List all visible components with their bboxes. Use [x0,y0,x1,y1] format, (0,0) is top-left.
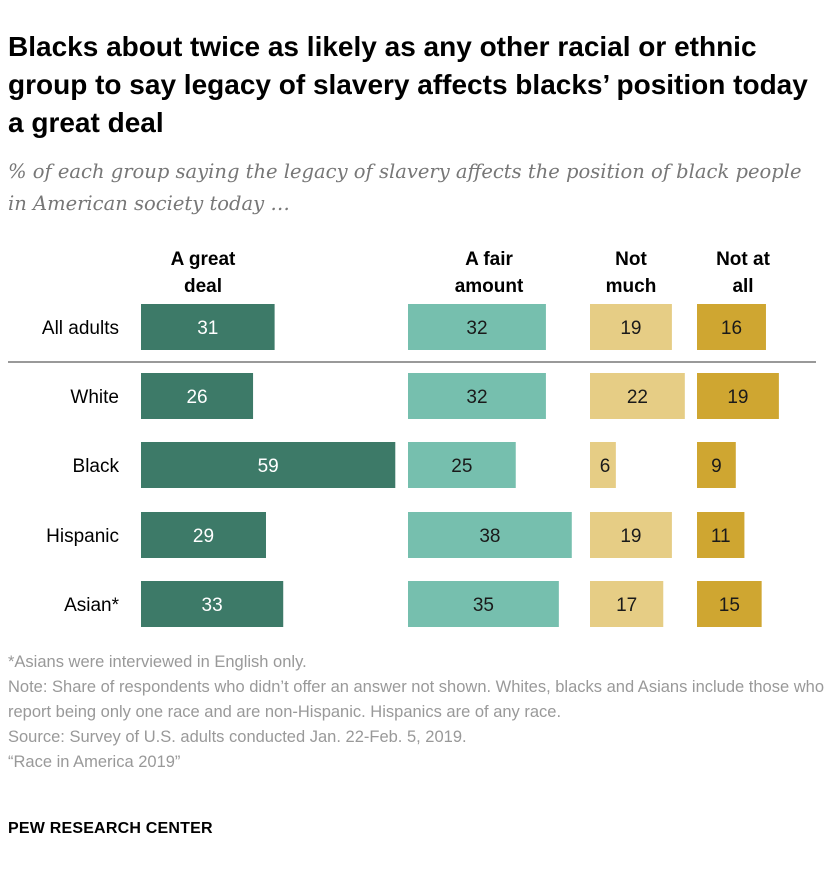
source-note: Source: Survey of U.S. adults conducted … [8,728,467,746]
bar-a-fair-amount-white [408,373,546,419]
value-label-a-fair-amount-black: 25 [451,456,472,477]
value-label-a-fair-amount-hispanic: 38 [479,526,500,547]
column-header-not-much-line-2: much [606,276,657,297]
column-header-a-great-deal-line-1: A great [171,249,236,270]
column-header-not-at-all-line-2: all [732,276,753,297]
column-header-a-great-deal-line-2: deal [184,276,222,297]
value-label-not-much-asian: 17 [616,595,637,616]
bar-a-great-deal-black [141,442,396,488]
value-label-not-at-all-hispanic: 11 [711,526,731,547]
column-header-a-fair-amount-line-1: A fair [465,249,513,270]
bar-a-fair-amount-black [408,442,516,488]
chart-title: Blacks about twice as likely as any othe… [8,31,808,138]
bar-not-much-all-adults [590,304,672,350]
row-label-asian: Asian* [64,595,120,616]
column-header-not-at-all-line-1: Not at [716,249,771,270]
bar-not-much-hispanic [590,512,672,558]
bar-a-fair-amount-hispanic [408,512,572,558]
row-label-white: White [70,387,119,408]
value-label-not-much-black: 6 [600,456,611,477]
bar-not-at-all-white [697,373,779,419]
row-label-black: Black [73,456,120,477]
value-label-a-great-deal-hispanic: 29 [193,526,214,547]
value-label-a-great-deal-white: 26 [186,387,207,408]
chart-subtitle: % of each group saying the legacy of sla… [8,160,802,215]
report-name: “Race in America 2019” [8,753,181,771]
bar-a-fair-amount-asian [408,581,559,627]
value-label-not-much-white: 22 [627,387,648,408]
bar-not-at-all-all-adults [697,304,766,350]
bar-a-great-deal-white [141,373,254,419]
bar-a-great-deal-all-adults [141,304,275,350]
value-label-a-great-deal-black: 59 [258,456,279,477]
bar-not-much-black [590,442,616,488]
bar-not-at-all-asian [697,581,762,627]
notes-block: *Asians were interviewed in English only… [8,650,830,775]
value-label-not-at-all-asian: 15 [719,595,740,616]
bar-not-much-white [590,373,685,419]
value-label-a-great-deal-asian: 33 [202,595,223,616]
value-label-not-at-all-all-adults: 16 [721,318,742,339]
bar-not-at-all-hispanic [697,512,745,558]
value-label-a-fair-amount-asian: 35 [473,595,494,616]
bar-a-fair-amount-all-adults [408,304,546,350]
bar-not-much-asian [590,581,664,627]
value-label-not-much-all-adults: 19 [620,318,641,339]
methodology-note: Note: Share of respondents who didn’t of… [8,678,825,721]
pew-logo-text: PEW RESEARCH CENTER [8,820,213,837]
bar-a-great-deal-asian [141,581,284,627]
row-label-hispanic: Hispanic [46,526,119,547]
value-label-not-much-hispanic: 19 [620,526,641,547]
value-label-a-fair-amount-white: 32 [466,387,487,408]
value-label-not-at-all-white: 19 [727,387,748,408]
value-label-not-at-all-black: 9 [711,456,722,477]
asterisk-note: *Asians were interviewed in English only… [8,653,307,671]
value-label-a-great-deal-all-adults: 31 [197,318,218,339]
bar-chart: A great deal A fair amount Not much Not at all A… [8,249,816,627]
bar-not-at-all-black [697,442,736,488]
value-label-a-fair-amount-all-adults: 32 [466,318,487,339]
row-label-all-adults: All adults [42,318,119,339]
column-header-a-fair-amount-line-2: amount [455,276,524,297]
column-header-not-much-line-1: Not [615,249,647,270]
bar-a-great-deal-hispanic [141,512,266,558]
